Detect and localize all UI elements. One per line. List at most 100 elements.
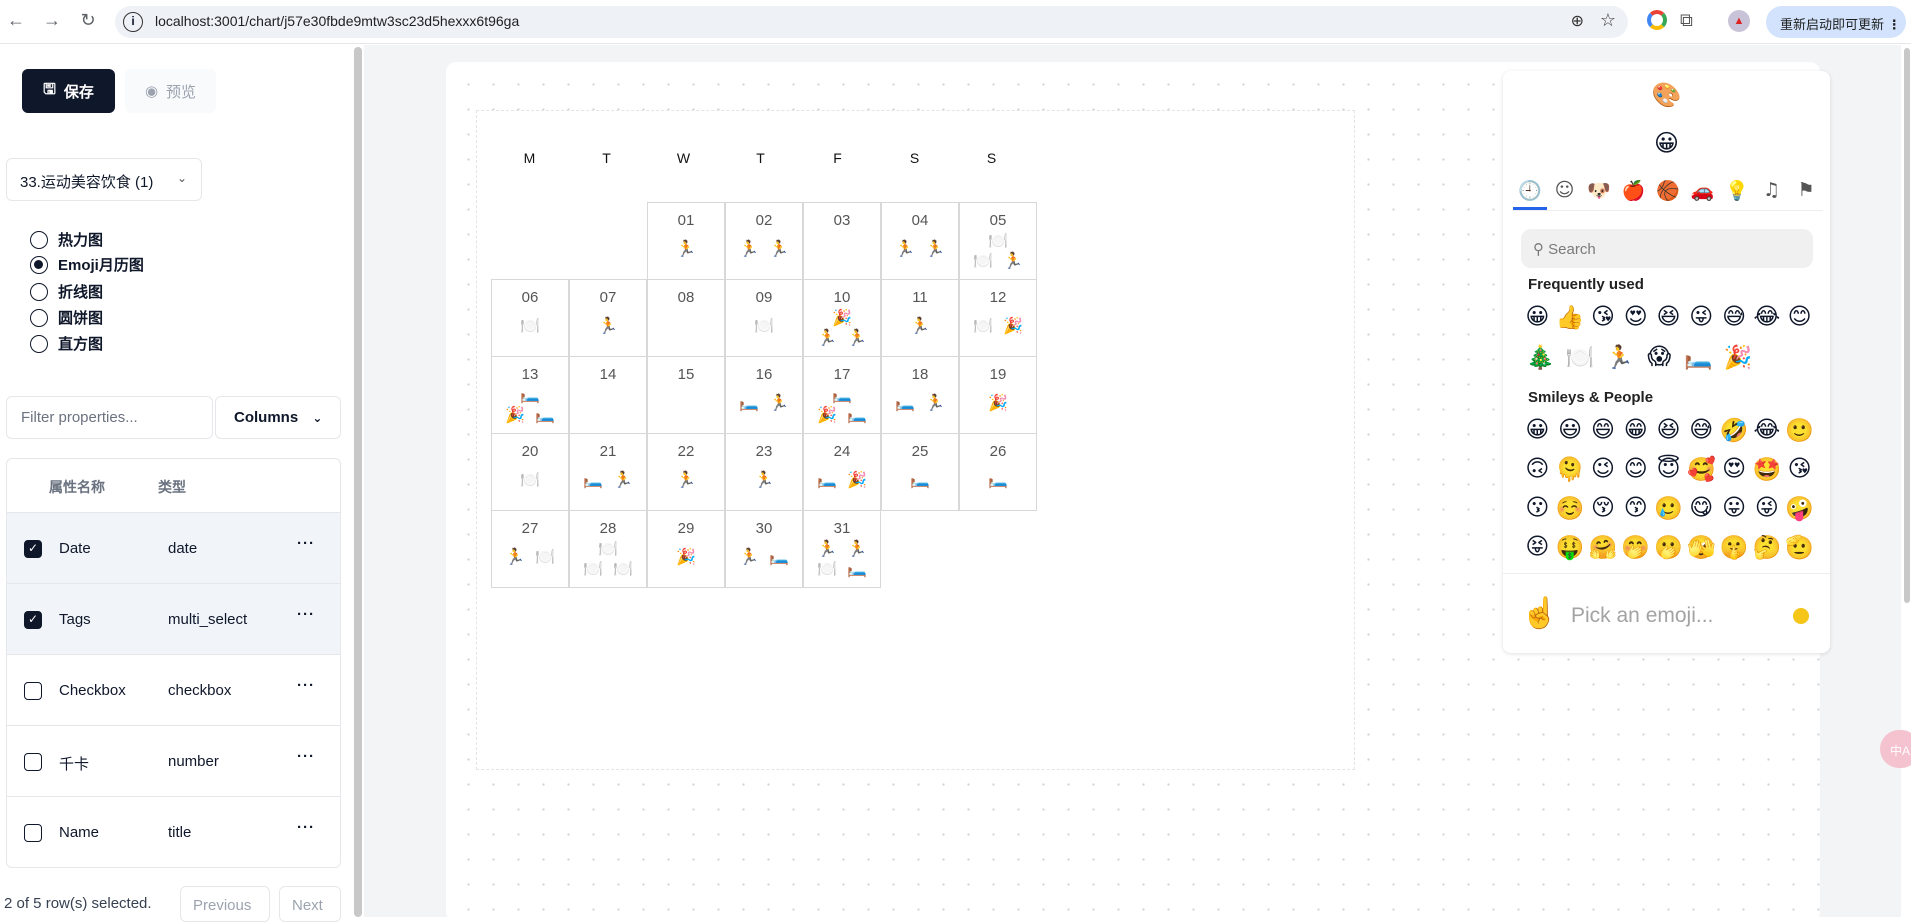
radio-circle[interactable] <box>30 308 48 327</box>
tab-travel-icon[interactable]: 🚗 <box>1690 180 1715 202</box>
calendar-day-cell[interactable]: 08 <box>647 279 725 357</box>
calendar-day-cell[interactable]: 25 🛏️ <box>881 433 959 511</box>
calendar-day-cell[interactable]: 23 🏃 <box>725 433 803 511</box>
calendar-day-cell[interactable]: 03 <box>803 202 881 280</box>
calendar-day-cell[interactable]: 07 🏃 <box>569 279 647 357</box>
radio-circle[interactable] <box>30 230 48 249</box>
row-actions-menu[interactable]: ··· <box>297 606 315 623</box>
calendar-day-cell[interactable]: 31 🏃 🏃 🍽️ 🛏️ <box>803 510 881 588</box>
row-checkbox[interactable] <box>24 824 42 842</box>
back-icon[interactable]: ← <box>7 10 25 30</box>
emoji-button[interactable]: ☺️ <box>1555 496 1585 522</box>
emoji-button[interactable]: 🫠 <box>1555 457 1585 483</box>
radio-circle[interactable] <box>30 255 48 274</box>
emoji-button[interactable]: 😃 <box>1558 417 1583 443</box>
emoji-button[interactable]: 😀 <box>1525 304 1550 330</box>
tab-food-icon[interactable]: 🍎 <box>1621 180 1646 202</box>
tab-recent-icon[interactable]: 🕘 <box>1513 179 1547 210</box>
emoji-button[interactable]: 😇 <box>1656 456 1681 482</box>
calendar-day-cell[interactable]: 19 🎉 <box>959 356 1037 434</box>
emoji-search-input[interactable]: ⚲ Search <box>1521 229 1813 268</box>
emoji-button[interactable]: 🍽️ <box>1565 345 1595 371</box>
emoji-button[interactable]: 🫣 <box>1686 535 1716 561</box>
tab-animals-icon[interactable]: 🐶 <box>1587 180 1611 202</box>
tab-smileys-icon[interactable]: ☺ <box>1554 179 1575 201</box>
menu-dots-icon[interactable]: ⋮ <box>1887 17 1901 32</box>
radio-chart-type[interactable]: 圆饼图 <box>30 307 103 328</box>
calendar-day-cell[interactable]: 12 🍽️ 🎉 <box>959 279 1037 357</box>
emoji-button[interactable]: 🤫 <box>1719 535 1749 561</box>
row-actions-menu[interactable]: ··· <box>297 819 315 836</box>
calendar-day-cell[interactable]: 15 <box>647 356 725 434</box>
emoji-button[interactable]: 😛 <box>1722 495 1747 521</box>
row-actions-menu[interactable]: ··· <box>297 748 315 765</box>
emoji-button[interactable]: 😚 <box>1590 495 1615 521</box>
emoji-button[interactable]: 🫡 <box>1785 535 1814 561</box>
emoji-button[interactable]: 😜 <box>1689 304 1714 330</box>
emoji-button[interactable]: 🥲 <box>1654 496 1683 522</box>
calendar-day-cell[interactable]: 05 🍽️ 🍽️ 🏃 <box>959 202 1037 280</box>
smiley-icon[interactable]: 😀 <box>1653 129 1680 157</box>
emoji-button[interactable]: 😀 <box>1525 417 1550 443</box>
emoji-button[interactable]: 😂 <box>1753 304 1781 330</box>
emoji-button[interactable]: 🤭 <box>1621 535 1651 561</box>
emoji-button[interactable]: 🙃 <box>1525 456 1550 482</box>
radio-chart-type[interactable]: 热力图 <box>30 229 103 250</box>
emoji-button[interactable]: 😝 <box>1525 534 1550 560</box>
calendar-day-cell[interactable]: 01 🏃 <box>647 202 725 280</box>
emoji-button[interactable]: 🤔 <box>1752 535 1782 561</box>
emoji-button[interactable]: 🎄 <box>1526 345 1556 371</box>
zoom-icon[interactable]: ⊕ <box>1570 13 1584 30</box>
emoji-button[interactable]: 🤑 <box>1555 535 1585 561</box>
emoji-button[interactable]: 🫢 <box>1654 535 1683 561</box>
emoji-button[interactable]: 😍 <box>1722 456 1747 482</box>
bookmark-star-icon[interactable]: ☆ <box>1599 10 1616 30</box>
radio-chart-type[interactable]: 折线图 <box>30 281 103 302</box>
calendar-day-cell[interactable]: 16 🛏️ 🏃 <box>725 356 803 434</box>
emoji-button[interactable]: 😆 <box>1656 304 1681 330</box>
calendar-day-cell[interactable]: 14 <box>569 356 647 434</box>
emoji-button[interactable]: 😘 <box>1590 304 1615 330</box>
calendar-day-cell[interactable]: 18 🛏️ 🏃 <box>881 356 959 434</box>
tab-flags-icon[interactable]: ⚑ <box>1797 179 1815 201</box>
emoji-button[interactable]: 😁 <box>1623 417 1648 443</box>
emoji-button[interactable]: 🤗 <box>1588 535 1618 561</box>
tab-symbols-icon[interactable]: ♫ <box>1762 179 1781 201</box>
update-button[interactable]: 重新启动即可更新 ⋮ <box>1766 6 1906 38</box>
save-button[interactable]: 🖫 保存 <box>22 69 115 113</box>
extensions-icon[interactable]: ⧉ <box>1680 10 1693 30</box>
emoji-button[interactable]: 🏃 <box>1605 345 1635 371</box>
emoji-button[interactable]: 🎉 <box>1723 345 1753 371</box>
calendar-day-cell[interactable]: 11 🏃 <box>881 279 959 357</box>
calendar-day-cell[interactable]: 06 🍽️ <box>491 279 569 357</box>
emoji-button[interactable]: 😘 <box>1787 456 1812 482</box>
emoji-button[interactable]: 😄 <box>1590 417 1615 443</box>
emoji-button[interactable]: 🤣 <box>1719 418 1749 444</box>
columns-dropdown-button[interactable]: Columns ⌄ <box>215 396 341 439</box>
radio-chart-type[interactable]: 直方图 <box>30 333 103 354</box>
left-panel-scrollbar[interactable] <box>354 47 362 917</box>
calendar-day-cell[interactable]: 04 🏃 🏃 <box>881 202 959 280</box>
emoji-button[interactable]: 😜 <box>1754 495 1779 521</box>
dataset-select[interactable]: 33.运动美容饮食 (1) ⌄ <box>6 158 202 201</box>
row-actions-menu[interactable]: ··· <box>297 677 315 694</box>
emoji-button[interactable]: 😗 <box>1525 495 1550 521</box>
radio-circle[interactable] <box>30 334 48 353</box>
emoji-button[interactable]: 🤪 <box>1785 496 1814 522</box>
emoji-button[interactable]: 🙂 <box>1785 418 1814 444</box>
calendar-day-cell[interactable]: 21 🛏️ 🏃 <box>569 433 647 511</box>
emoji-button[interactable]: 👍 <box>1555 305 1585 331</box>
row-checkbox[interactable] <box>24 753 42 771</box>
calendar-day-cell[interactable]: 28 🍽️ 🍽️ 🍽️ <box>569 510 647 588</box>
calendar-day-cell[interactable]: 26 🛏️ <box>959 433 1037 511</box>
row-checkbox[interactable]: ✓ <box>24 540 42 558</box>
calendar-day-cell[interactable]: 24 🛏️ 🎉 <box>803 433 881 511</box>
emoji-button[interactable]: 😍 <box>1623 304 1648 330</box>
emoji-button[interactable]: 🥰 <box>1686 457 1716 483</box>
chrome-extension-icon[interactable] <box>1647 10 1667 30</box>
emoji-button[interactable]: 😅 <box>1689 417 1714 443</box>
radio-circle[interactable] <box>30 282 48 301</box>
filter-properties-input[interactable]: Filter properties... <box>6 396 213 439</box>
emoji-button[interactable]: 😱 <box>1647 344 1672 370</box>
calendar-day-cell[interactable]: 10 🎉 🏃 🏃 <box>803 279 881 357</box>
